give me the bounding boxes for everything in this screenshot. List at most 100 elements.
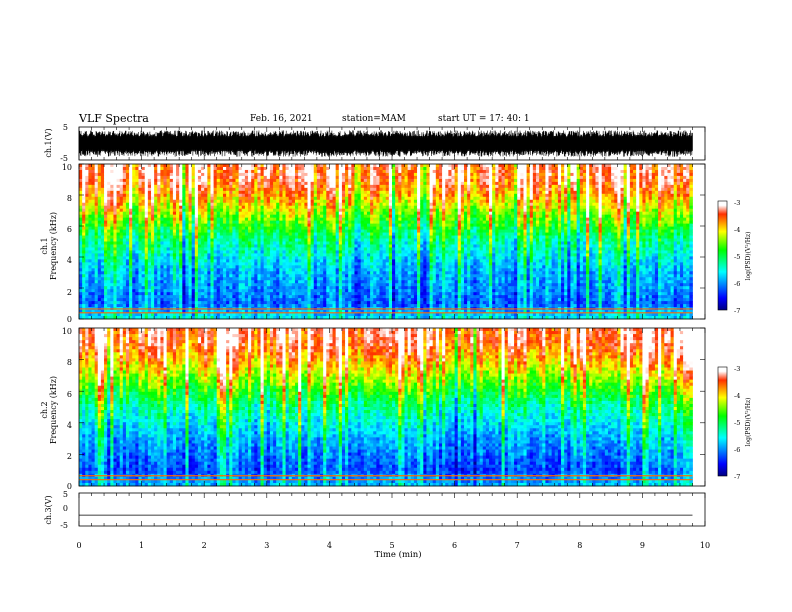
spectrogram-cell: [98, 164, 102, 167]
spectrogram-cell: [620, 188, 624, 191]
spectrogram-cell: [257, 215, 261, 218]
spectrogram-cell: [580, 224, 584, 227]
spectrogram-cell: [282, 182, 286, 185]
spectrogram-cell: [480, 233, 484, 236]
spectrogram-cell: [307, 197, 311, 200]
spectrogram-cell: [552, 233, 556, 236]
spectrogram-cell: [301, 173, 305, 176]
spectrogram-cell: [473, 218, 477, 221]
spectrogram-cell: [405, 227, 409, 230]
spectrogram-cell: [210, 188, 214, 191]
spectrogram-cell: [555, 197, 559, 200]
spectrogram-cell: [370, 233, 374, 236]
spectrogram-cell: [236, 197, 240, 200]
spectrogram-cell: [423, 218, 427, 221]
spectrogram-cell: [417, 173, 421, 176]
spectrogram-cell: [624, 212, 628, 215]
spectrogram-cell: [577, 230, 581, 233]
spectrogram-cell: [364, 224, 368, 227]
spectrogram-cell: [448, 227, 452, 230]
spectrogram-cell: [138, 173, 142, 176]
spectrogram-cell: [570, 218, 574, 221]
spectrogram-cell: [661, 227, 665, 230]
spectrogram-cell: [552, 176, 556, 179]
spectrogram-cell: [176, 227, 180, 230]
spectrogram-cell: [661, 194, 665, 197]
spectrogram-cell: [505, 224, 509, 227]
spectrogram-cell: [361, 167, 365, 170]
spectrogram-cell: [157, 206, 161, 209]
spectrogram-cell: [98, 236, 102, 239]
spectrogram-cell: [636, 212, 640, 215]
spectrogram-cell: [677, 173, 681, 176]
spectrogram-cell: [630, 236, 634, 239]
spectrogram-cell: [189, 185, 193, 188]
spectrogram-cell: [292, 188, 296, 191]
spectrogram-cell: [539, 221, 543, 224]
spectrogram-cell: [448, 176, 452, 179]
spectrogram-cell: [270, 194, 274, 197]
spectrogram-cell: [398, 206, 402, 209]
spectrogram-cell: [508, 233, 512, 236]
spectrogram-cell: [498, 188, 502, 191]
spectrogram-cell: [386, 230, 390, 233]
spectrogram-cell: [207, 200, 211, 203]
spectrogram-cell: [667, 212, 671, 215]
spectrogram-cell: [295, 203, 299, 206]
spectrogram-cell: [511, 191, 515, 194]
spectrogram-cell: [232, 212, 236, 215]
spectrogram-cell: [345, 197, 349, 200]
spectrogram-cell: [430, 212, 434, 215]
spectrogram-cell: [220, 200, 224, 203]
spectrogram-cell: [132, 233, 136, 236]
spectrogram-cell: [117, 203, 121, 206]
spectrogram-cell: [376, 236, 380, 239]
spectrogram-cell: [239, 209, 243, 212]
spectrogram-cell: [455, 167, 459, 170]
spectrogram-cell: [589, 215, 593, 218]
spectrogram-cell: [477, 167, 481, 170]
spectrogram-cell: [480, 191, 484, 194]
spectrogram-cell: [120, 233, 124, 236]
spectrogram-cell: [207, 167, 211, 170]
spectrogram-cell: [630, 221, 634, 224]
spectrogram-cell: [179, 203, 183, 206]
spectrogram-cell: [536, 167, 540, 170]
spectrogram-cell: [348, 197, 352, 200]
spectrogram-cell: [561, 164, 565, 167]
spectrogram-cell: [173, 203, 177, 206]
spectrogram-cell: [192, 185, 196, 188]
spectrogram-cell: [220, 212, 224, 215]
spectrogram-cell: [646, 212, 650, 215]
spectrogram-cell: [323, 203, 327, 206]
spectrogram-cell: [389, 170, 393, 173]
spectrogram-cell: [658, 170, 662, 173]
spectrogram-cell: [107, 182, 111, 185]
spectrogram-cell: [164, 230, 168, 233]
spectrogram-cell: [151, 230, 155, 233]
spectrogram-cell: [120, 182, 124, 185]
spectrogram-cell: [586, 218, 590, 221]
spectrogram-cell: [367, 194, 371, 197]
spectrogram-cell: [401, 203, 405, 206]
spectrogram-cell: [605, 197, 609, 200]
spectrogram-cell: [630, 185, 634, 188]
spectrogram-cell: [192, 200, 196, 203]
spectrogram-cell: [564, 233, 568, 236]
spectrogram-cell: [351, 191, 355, 194]
spectrogram-cell: [257, 197, 261, 200]
spectrogram-cell: [583, 221, 587, 224]
spectrogram-cell: [210, 182, 214, 185]
spectrogram-cell: [652, 221, 656, 224]
spectrogram-cell: [226, 188, 230, 191]
spectrogram-cell: [605, 233, 609, 236]
spectrogram-cell: [314, 200, 318, 203]
spectrogram-cell: [574, 194, 578, 197]
spectrogram-cell: [461, 179, 465, 182]
spectrogram-cell: [88, 173, 92, 176]
spectrogram-cell: [192, 215, 196, 218]
spectrogram-cell: [361, 218, 365, 221]
spectrogram-cell: [348, 179, 352, 182]
spectrogram-cell: [276, 197, 280, 200]
spectrogram-cell: [223, 164, 227, 167]
